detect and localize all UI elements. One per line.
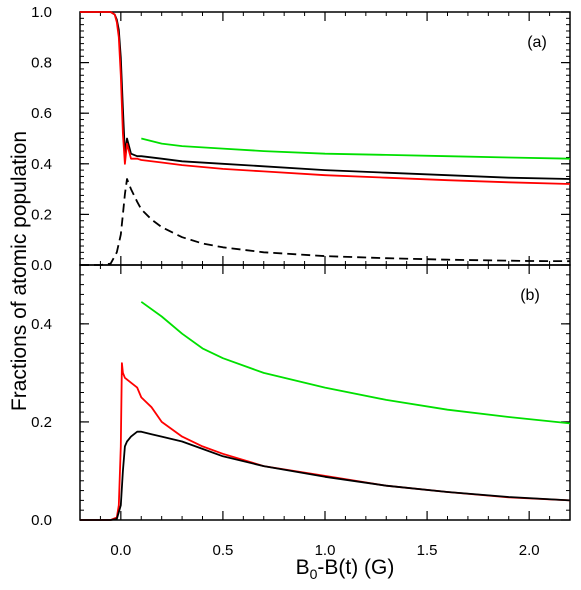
x-tick-label: 1.0: [315, 542, 336, 559]
y-tick-label: 0.6: [31, 105, 52, 122]
x-tick-label: 1.5: [417, 542, 438, 559]
plot-frame: [79, 11, 571, 266]
y-tick-label: 0.4: [31, 156, 52, 173]
x-axis-title-subscript: 0: [310, 566, 318, 582]
x-axis-title-rest: -B(t) (G): [317, 556, 394, 579]
panel-a: 0.0 0.2 0.4 0.6 0.8 1.0 (a): [31, 4, 571, 274]
x-axis-title-main: B: [296, 556, 310, 579]
x-tick-label: 0.5: [212, 542, 233, 559]
x-tick-label: 2.0: [519, 542, 540, 559]
plot-frame: [79, 264, 571, 521]
panel-b: 0.0 0.5 1.0 1.5 2.0 0.0 0.2 0.4 (b): [31, 264, 571, 559]
series-line-4: [80, 178, 571, 266]
series-line-3: [141, 137, 571, 160]
series-line-2: [80, 11, 571, 185]
series-line-1: [140, 301, 571, 425]
y-tick-label: 0.8: [31, 55, 52, 72]
y-tick-label: 0.0: [31, 512, 52, 529]
y-axis-title: Fractions of atomic population: [8, 131, 31, 411]
y-tick-label: 0.4: [31, 316, 52, 333]
x-axis-title: B0-B(t) (G): [296, 556, 395, 582]
series-line-3: [80, 430, 571, 521]
y-tick-label: 0.0: [31, 257, 52, 274]
y-tick-label: 1.0: [31, 4, 52, 21]
y-tick-label: 0.2: [31, 414, 52, 431]
x-tick-label: 0.0: [110, 542, 131, 559]
y-tick-label: 0.2: [31, 206, 52, 223]
panel-label: (b): [520, 287, 540, 304]
panel-label: (a): [527, 34, 547, 51]
